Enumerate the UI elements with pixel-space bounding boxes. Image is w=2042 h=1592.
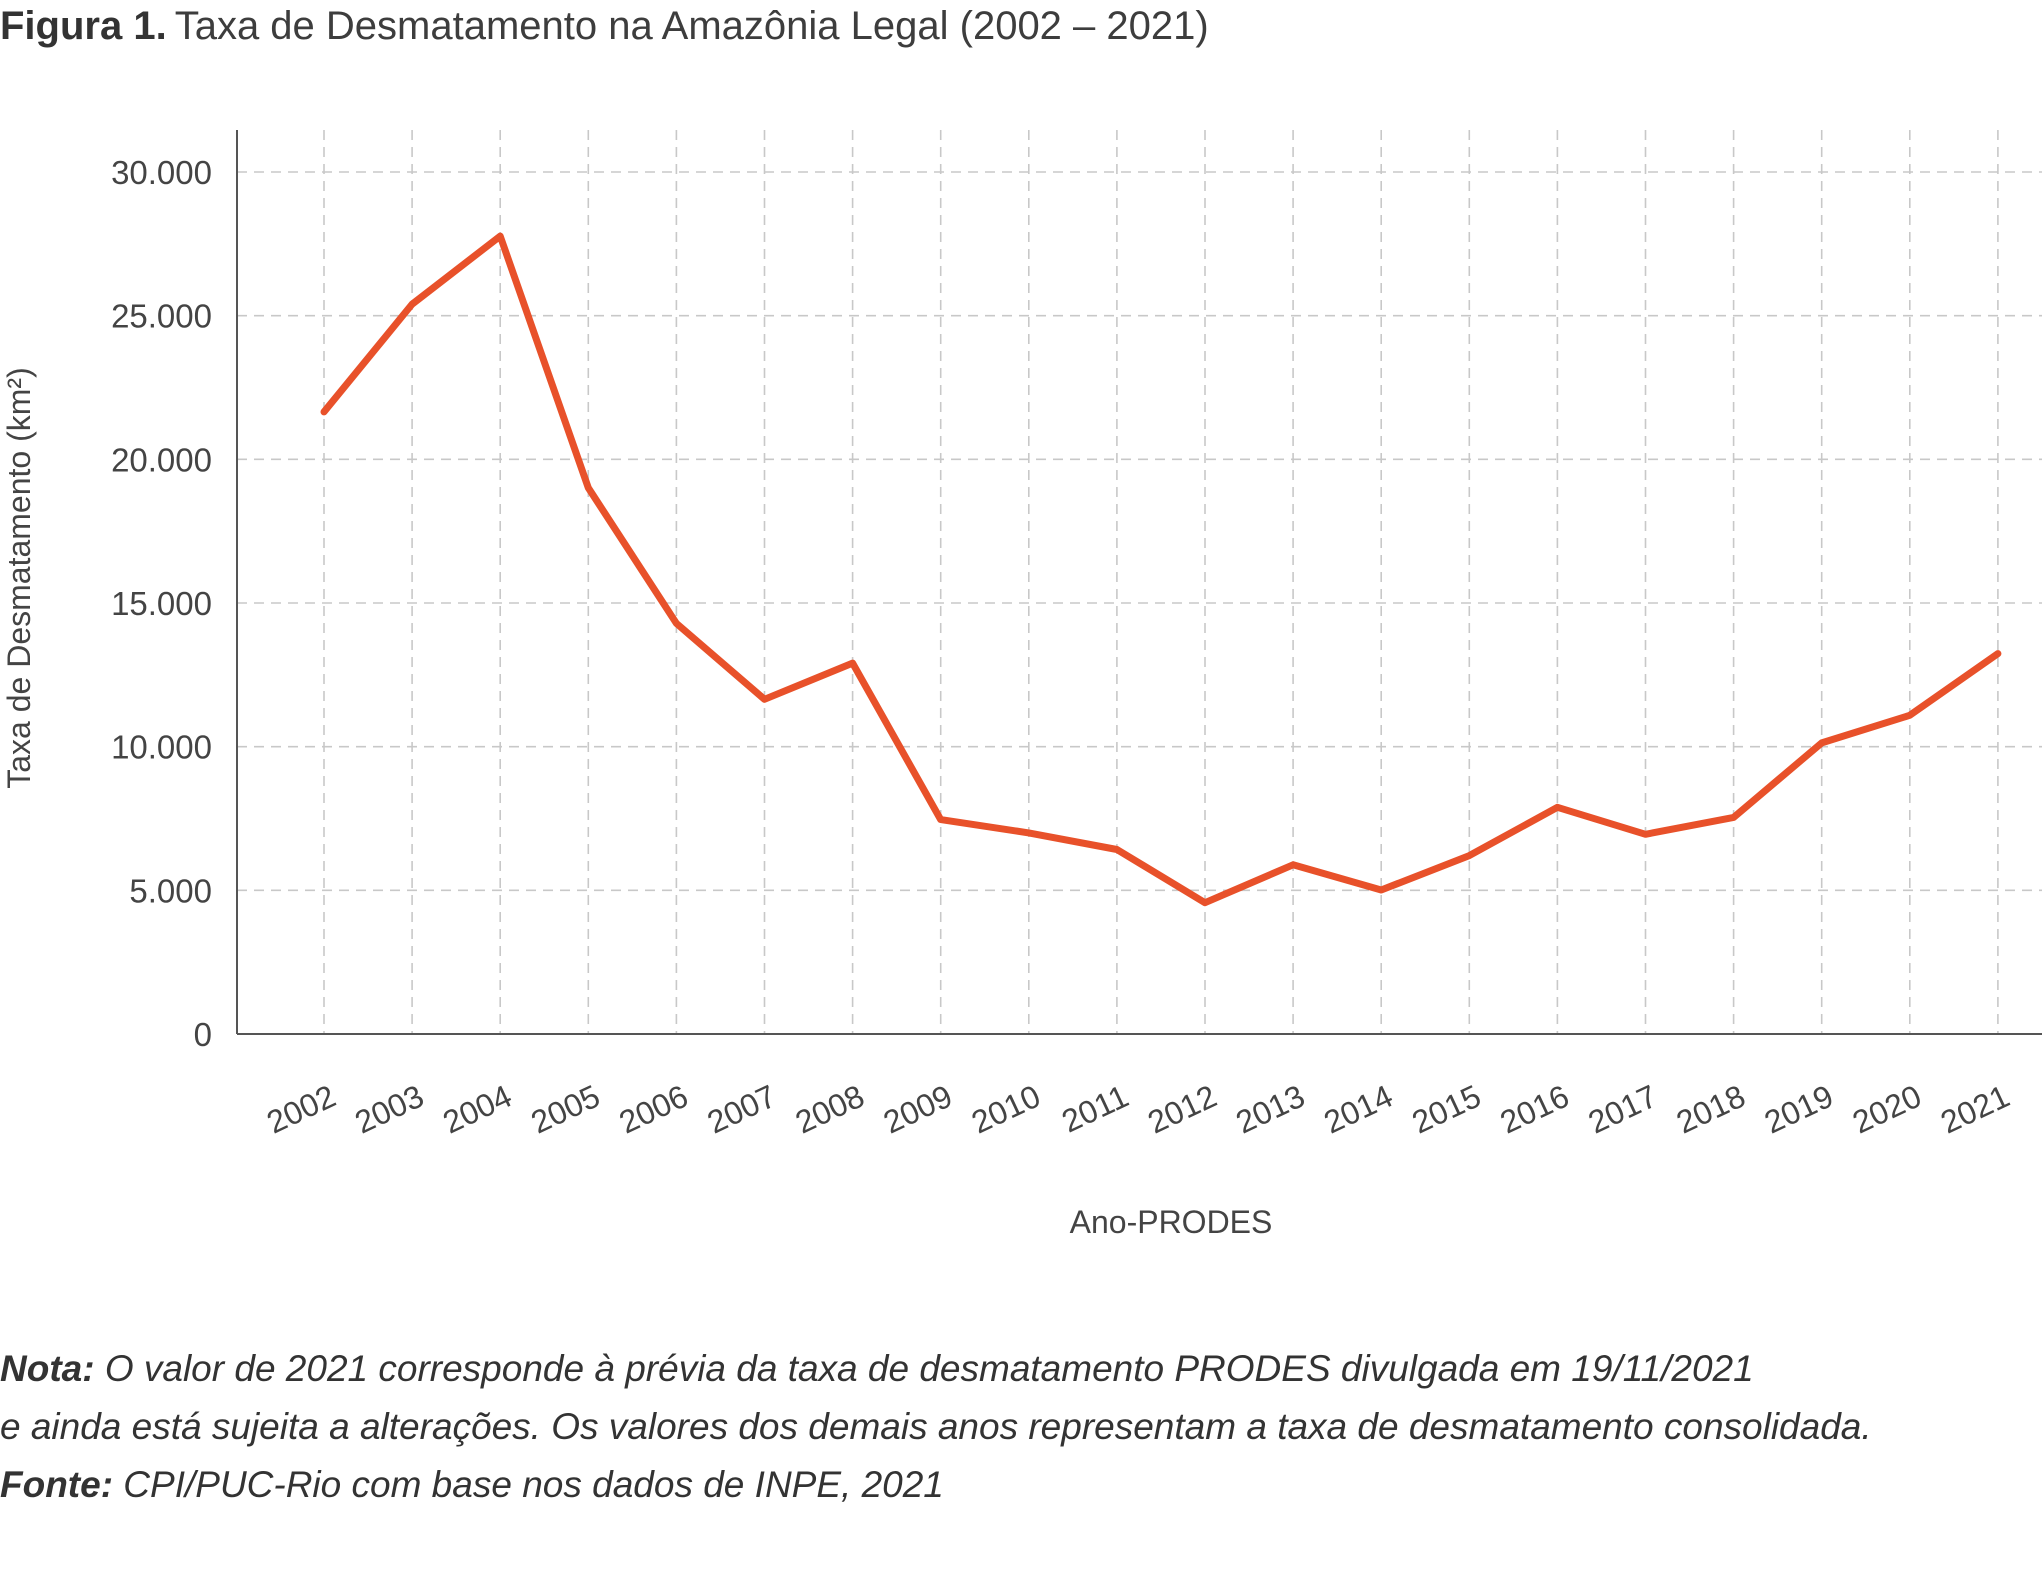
data-point [1468,855,1470,857]
figure-title: Taxa de Desmatamento na Amazônia Legal (… [174,4,1209,48]
x-tick-label: 2002 [261,1078,341,1141]
x-tick-label: 2016 [1495,1078,1575,1141]
nota-line-1: Nota: O valor de 2021 corresponde à prév… [0,1340,2030,1398]
line-chart: 0 5.000 10.000 15.000 20.000 25.000 30.000 200… [1,130,2042,1240]
x-axis-label: Ano-PRODES [1070,1204,1273,1240]
x-tick-label: 2008 [790,1078,870,1141]
x-tick-label: 2021 [1935,1078,2015,1141]
x-tick-label: 2013 [1230,1078,1310,1141]
y-tick-labels: 0 5.000 10.000 15.000 20.000 25.000 30.000 [111,154,212,1053]
x-tick-label: 2017 [1583,1078,1663,1141]
x-tick-label: 2012 [1142,1078,1222,1141]
chart-title: Figura 1. Taxa de Desmatamento na Amazôni… [0,4,1209,49]
data-point [1292,864,1294,866]
data-point [1821,742,1823,744]
x-tick-label: 2007 [702,1078,782,1141]
data-point [1028,832,1030,834]
fonte-line: Fonte: CPI/PUC-Rio com base nos dados de… [0,1456,2030,1514]
notes-block: Nota: O valor de 2021 corresponde à prév… [0,1340,2030,1514]
figure-label: Figura 1. [0,4,167,48]
y-tick-label: 0 [194,1016,212,1053]
y-tick-label: 20.000 [111,441,212,478]
fonte-text: CPI/PUC-Rio com base nos dados de INPE, … [113,1464,944,1505]
x-tick-label: 2011 [1056,1078,1134,1140]
data-point [1997,653,1999,655]
data-point [1204,902,1206,904]
y-tick-label: 25.000 [111,298,212,335]
grid-lines [237,130,2042,1034]
data-point [1733,816,1735,818]
series-line [320,232,2002,907]
x-tick-labels: 2002 2003 2004 2005 2006 2007 2008 2009 2010 2011… [261,1078,2015,1141]
data-point [764,698,765,700]
y-tick-label: 10.000 [111,729,212,766]
x-tick-label: 2014 [1318,1078,1398,1141]
nota-line-2: e ainda está sujeita a alterações. Os va… [0,1406,1872,1447]
x-tick-label: 2015 [1407,1078,1487,1141]
x-tick-label: 2004 [437,1078,517,1141]
x-tick-label: 2005 [526,1078,606,1141]
x-tick-label: 2009 [878,1078,958,1141]
x-tick-label: 2006 [614,1078,694,1141]
data-point [587,487,589,489]
data-point [1380,889,1382,891]
series-group [320,232,2002,907]
x-tick-label: 2010 [966,1078,1046,1141]
x-tick-label: 2003 [349,1078,429,1141]
data-point [852,662,854,664]
data-point [1909,714,1911,716]
y-tick-label: 15.000 [111,585,212,622]
y-tick-label: 30.000 [111,154,212,191]
fonte-label: Fonte: [0,1464,114,1505]
data-point [940,819,942,821]
data-point [499,235,501,237]
nota-text: O valor de 2021 corresponde à prévia da … [94,1348,1754,1389]
data-point [411,303,413,305]
data-point [675,622,677,624]
data-point [1116,849,1118,851]
data-point [1645,833,1646,835]
nota-label: Nota: [0,1348,95,1389]
data-point [323,411,325,413]
x-tick-label: 2018 [1671,1078,1751,1141]
y-tick-label: 5.000 [129,872,212,909]
data-point [1556,806,1558,808]
axes [236,130,2042,1035]
x-tick-label: 2019 [1759,1078,1839,1141]
y-axis-label: Taxa de Desmatamento (km²) [1,367,37,788]
x-tick-label: 2020 [1847,1078,1927,1141]
